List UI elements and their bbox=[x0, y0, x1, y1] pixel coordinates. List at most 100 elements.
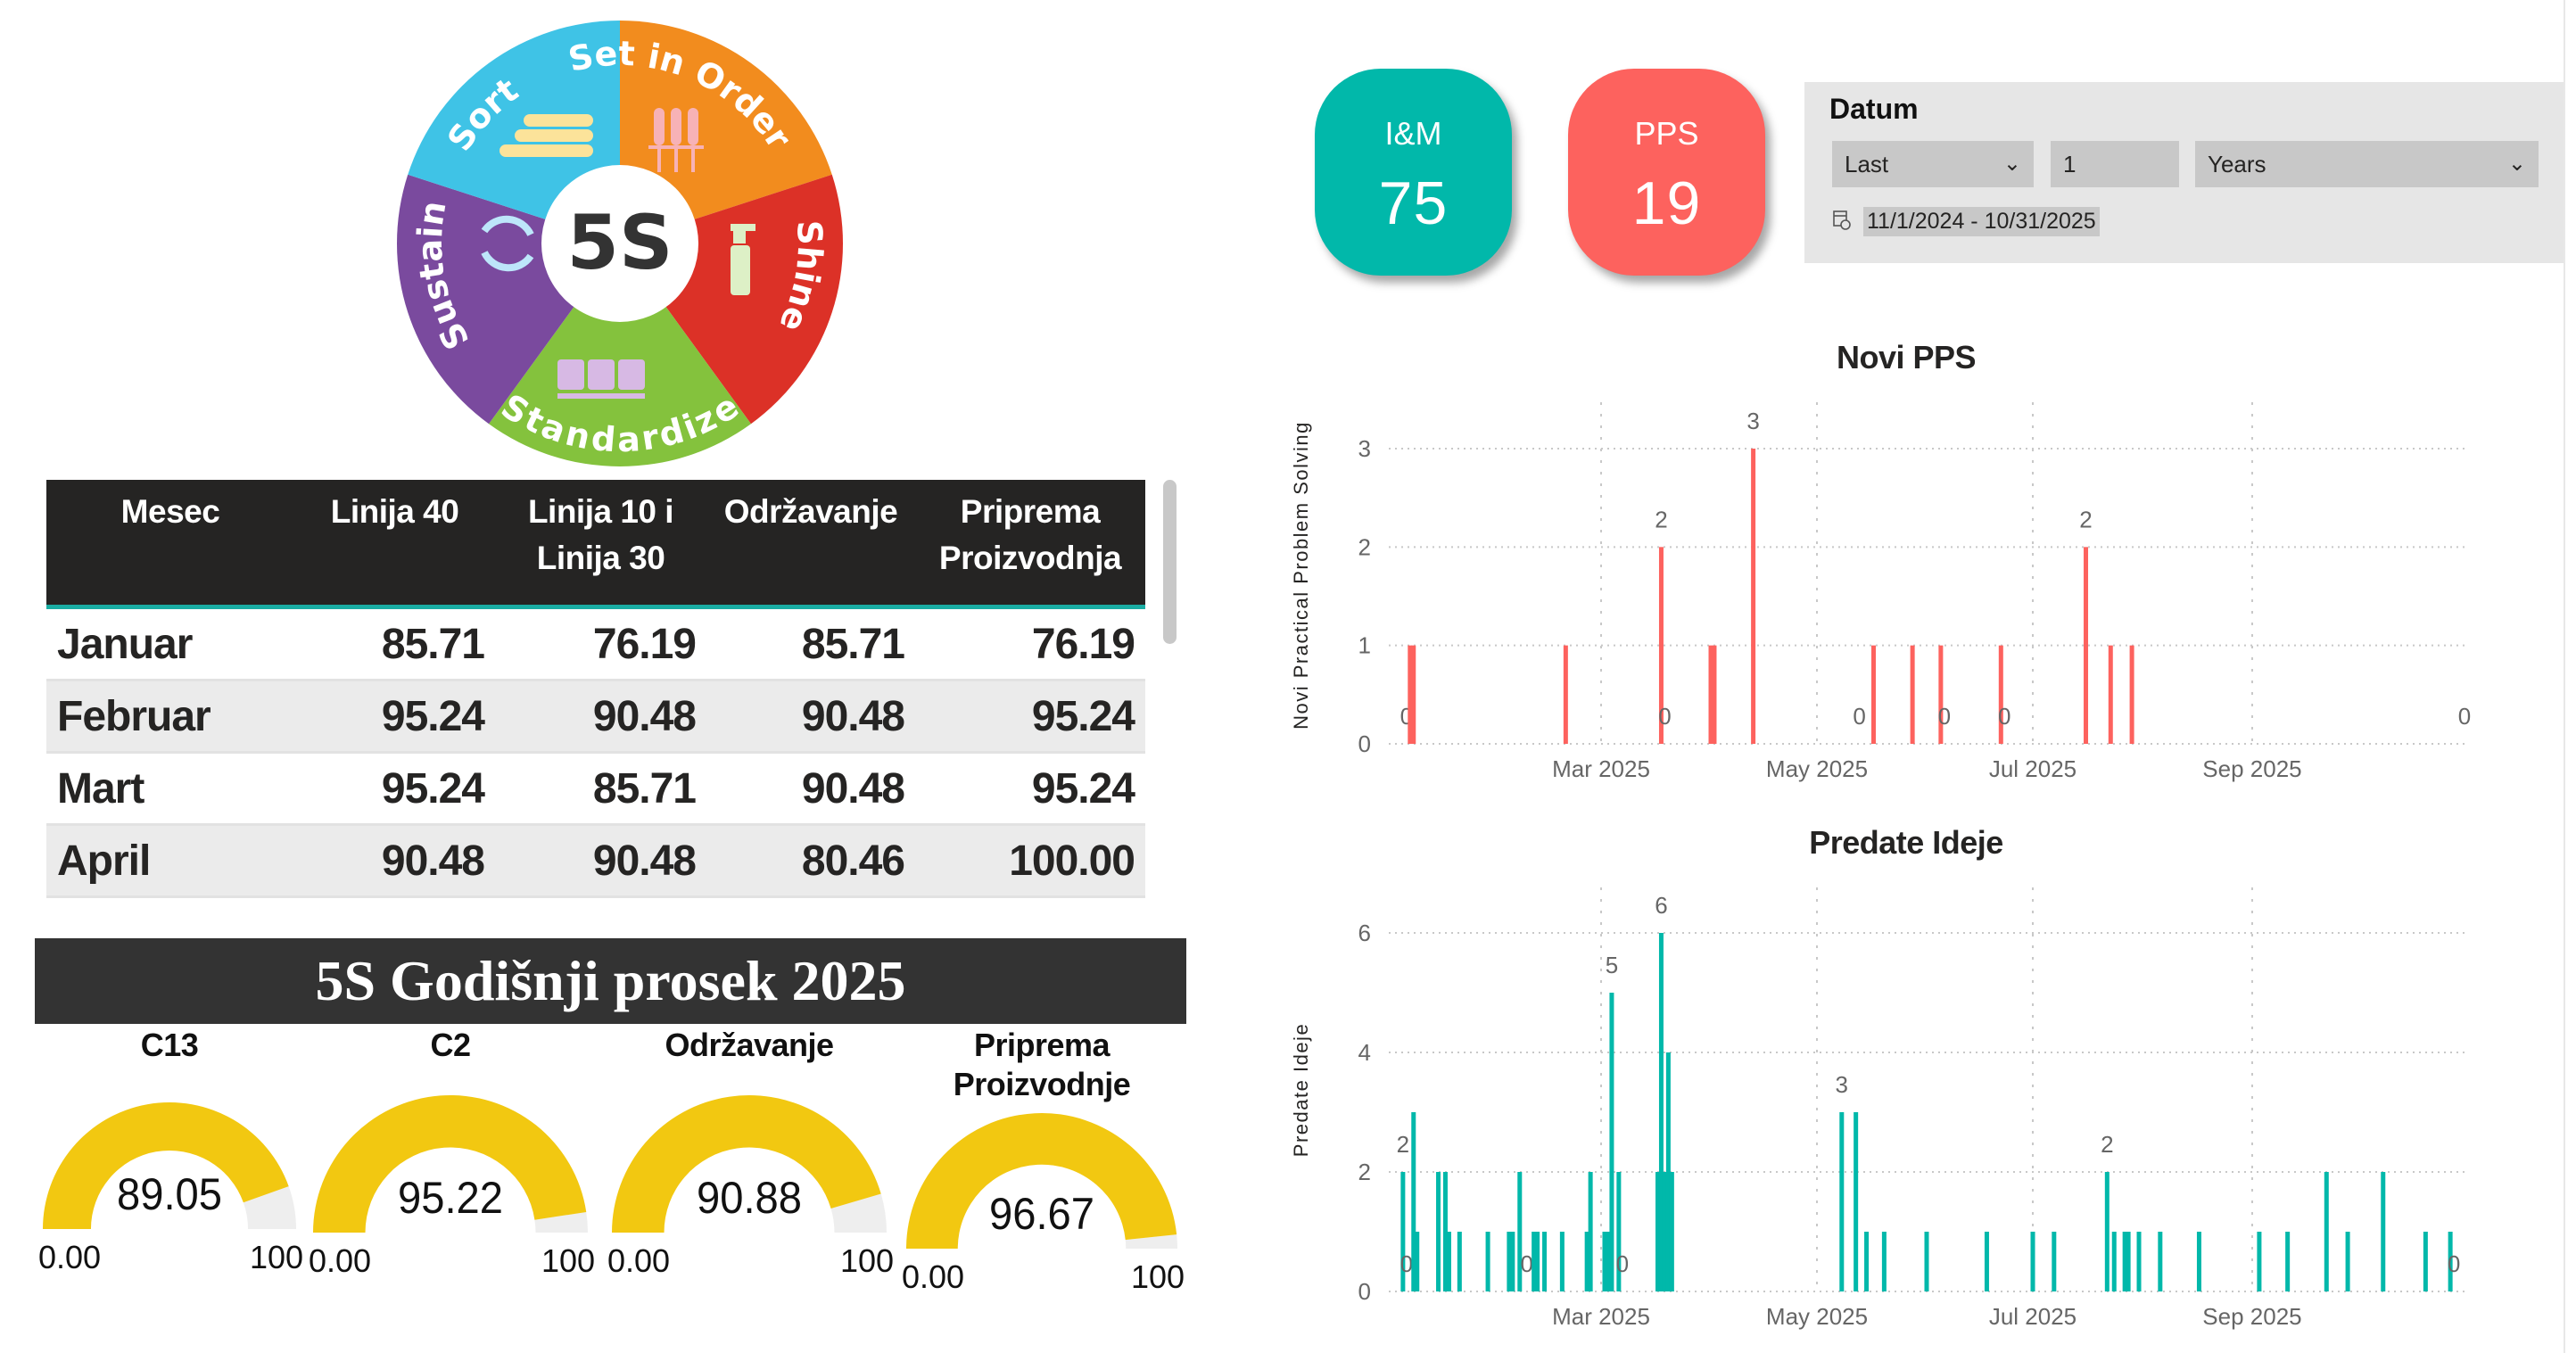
date-range-label: 11/1/2024 - 10/31/2025 bbox=[1863, 207, 2100, 236]
bar bbox=[1510, 1232, 1515, 1291]
cell-value: 95.24 bbox=[915, 680, 1145, 754]
kpi-label: I&M bbox=[1384, 115, 1442, 152]
gauge-max-label: 100 bbox=[1131, 1258, 1185, 1295]
bar bbox=[1616, 1172, 1622, 1291]
cell-value: 90.48 bbox=[706, 680, 915, 754]
period-count-input[interactable]: 1 bbox=[2051, 141, 2179, 187]
bar bbox=[1854, 1112, 1859, 1291]
data-label: 2 bbox=[2101, 1131, 2113, 1158]
x-tick-label: Jul 2025 bbox=[1989, 1303, 2076, 1330]
gauge-max-label: 100 bbox=[541, 1242, 595, 1279]
column-header-odrzavanje[interactable]: Održavanje bbox=[706, 480, 915, 609]
calendar-icon bbox=[1833, 210, 1851, 230]
date-slicer: Datum Last ⌄ 1 Years ⌄ 11/1/2024 - 10/31… bbox=[1804, 82, 2564, 263]
bar bbox=[1588, 1172, 1593, 1291]
cell-value: 85.71 bbox=[294, 606, 495, 681]
cell-value: 90.48 bbox=[706, 752, 915, 826]
bar bbox=[1517, 1172, 1523, 1291]
bar bbox=[1984, 1232, 1989, 1291]
wheel-segment-shine bbox=[489, 243, 751, 466]
y-tick-label: 0 bbox=[1358, 1278, 1371, 1305]
bar bbox=[1669, 1172, 1674, 1291]
bar bbox=[2196, 1232, 2201, 1291]
data-label: 0 bbox=[1400, 1250, 1413, 1277]
table-row: Mart 95.24 85.71 90.48 95.24 bbox=[46, 752, 1145, 826]
data-label: 0 bbox=[1853, 703, 1865, 730]
chart-title-novi-pps: Novi PPS bbox=[1836, 339, 1977, 375]
y-tick-label: 3 bbox=[1358, 435, 1371, 462]
kpi-card-pps: PPS 19 bbox=[1568, 69, 1765, 276]
screwdrivers-icon bbox=[648, 108, 704, 172]
gauge-max-label: 100 bbox=[250, 1239, 303, 1275]
bar bbox=[2257, 1232, 2262, 1291]
gauge-min-label: 0.00 bbox=[902, 1258, 964, 1295]
y-tick-label: 2 bbox=[1358, 533, 1371, 560]
cell-value: 90.48 bbox=[294, 824, 495, 898]
bar bbox=[1658, 547, 1664, 744]
y-axis-title-predate-ideje: Predate Ideje bbox=[1290, 1022, 1312, 1158]
bar bbox=[1924, 1232, 1929, 1291]
data-label: 5 bbox=[1606, 952, 1618, 978]
bar bbox=[1446, 1232, 1451, 1291]
bar bbox=[1864, 1232, 1870, 1291]
cell-month: April bbox=[46, 824, 294, 898]
bar bbox=[1408, 645, 1413, 744]
bar bbox=[1870, 645, 1876, 744]
bar bbox=[1415, 1232, 1420, 1291]
gauge-max-label: 100 bbox=[840, 1242, 894, 1279]
cell-value: 90.48 bbox=[495, 824, 706, 898]
gauge-title-priprema: Priprema Proizvodnje bbox=[953, 1027, 1131, 1102]
bar bbox=[1411, 1112, 1416, 1291]
y-tick-label: 2 bbox=[1358, 1159, 1371, 1185]
bar bbox=[2052, 1232, 2057, 1291]
bar bbox=[1457, 1232, 1462, 1291]
y-tick-label: 6 bbox=[1358, 920, 1371, 946]
kpi-value: 75 bbox=[1378, 169, 1449, 237]
table-scrollbar[interactable] bbox=[1163, 480, 1177, 644]
binders-icon bbox=[557, 359, 645, 399]
bar bbox=[2111, 1232, 2117, 1291]
y-tick-label: 0 bbox=[1358, 730, 1371, 757]
bar bbox=[2345, 1232, 2350, 1291]
bar bbox=[1910, 645, 1915, 744]
bar bbox=[1532, 1232, 1537, 1291]
bar bbox=[1400, 1172, 1406, 1291]
data-label: 0 bbox=[2448, 1250, 2460, 1277]
cell-value: 76.19 bbox=[495, 606, 706, 681]
data-label: 3 bbox=[1746, 408, 1759, 434]
period-count-value: 1 bbox=[2063, 151, 2076, 177]
column-header-priprema[interactable]: Priprema Proizvodnja bbox=[915, 480, 1145, 609]
gauge-fill bbox=[906, 1113, 1177, 1249]
gauge-value: 95.22 bbox=[398, 1173, 503, 1223]
bar bbox=[1485, 1232, 1490, 1291]
data-label: 3 bbox=[1836, 1071, 1848, 1098]
cell-value: 95.24 bbox=[294, 752, 495, 826]
gauge-min-label: 0.00 bbox=[607, 1242, 670, 1279]
column-header-linija-40[interactable]: Linija 40 bbox=[294, 480, 495, 609]
x-tick-label: Jul 2025 bbox=[1989, 755, 2076, 782]
gauge-track bbox=[1125, 1234, 1177, 1249]
column-header-linija-10-30[interactable]: Linija 10 i Linija 30 bbox=[495, 480, 706, 609]
period-unit-dropdown[interactable]: Years ⌄ bbox=[2195, 141, 2539, 187]
cell-value: 80.46 bbox=[706, 824, 915, 898]
bar bbox=[1436, 1172, 1441, 1291]
cycle-arrows-icon bbox=[481, 215, 534, 272]
cell-value: 95.24 bbox=[294, 680, 495, 754]
data-label: 2 bbox=[2079, 506, 2092, 532]
5s-wheel-logo: 5S Sort Set in Order Shine Standardize S… bbox=[397, 16, 843, 466]
gauge-value: 90.88 bbox=[697, 1173, 802, 1223]
gauge-track bbox=[243, 1186, 296, 1229]
period-mode-dropdown[interactable]: Last ⌄ bbox=[1832, 141, 2034, 187]
bar bbox=[1584, 1232, 1589, 1291]
column-header-mesec[interactable]: Mesec bbox=[46, 480, 294, 609]
y-axis-title-novi-pps: Novi Practical Problem Solving bbox=[1290, 421, 1312, 730]
bar bbox=[1442, 1172, 1448, 1291]
bar bbox=[2423, 1232, 2428, 1291]
wheel-center-label: 5S bbox=[567, 199, 673, 286]
bar bbox=[1665, 1052, 1671, 1291]
gauge-track bbox=[830, 1193, 887, 1233]
gauge-value: 96.67 bbox=[989, 1189, 1094, 1239]
chart-title-predate-ideje: Predate Ideje bbox=[1809, 824, 2003, 861]
data-label: 0 bbox=[1520, 1250, 1532, 1277]
annual-average-banner: 5S Godišnji prosek 2025 bbox=[35, 938, 1186, 1024]
